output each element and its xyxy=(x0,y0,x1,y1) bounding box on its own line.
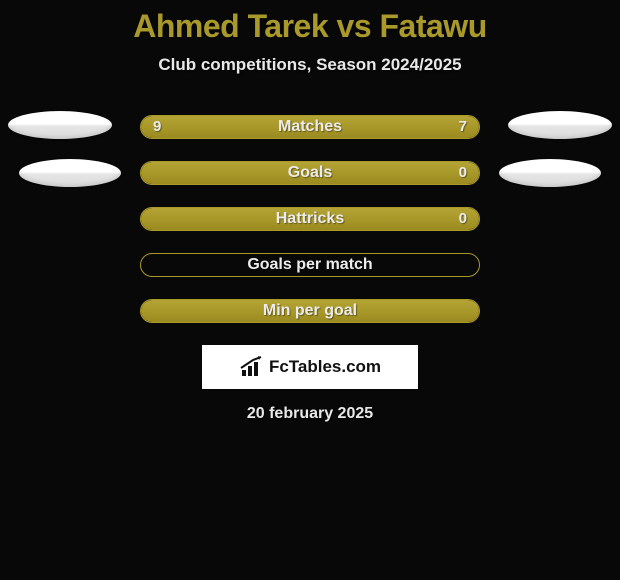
stat-right-value: 0 xyxy=(459,208,467,230)
player-left-balloon xyxy=(8,111,112,139)
player-left-balloon xyxy=(19,159,121,187)
stat-right-value: 7 xyxy=(459,116,467,138)
logo-text: FcTables.com xyxy=(269,357,381,377)
stat-bar-matches: 9 Matches 7 xyxy=(140,115,480,139)
stat-row-hattricks: Hattricks 0 xyxy=(0,207,620,235)
stat-bar-hattricks: Hattricks 0 xyxy=(140,207,480,231)
stat-label: Hattricks xyxy=(141,208,479,230)
subtitle: Club competitions, Season 2024/2025 xyxy=(0,55,620,75)
stat-row-matches: 9 Matches 7 xyxy=(0,115,620,143)
stat-label: Goals xyxy=(141,162,479,184)
stats-area: 9 Matches 7 Goals 0 Hattricks 0 xyxy=(0,115,620,327)
stat-right-value: 0 xyxy=(459,162,467,184)
player-right-balloon xyxy=(508,111,612,139)
stat-row-min-per-goal: Min per goal xyxy=(0,299,620,327)
stat-row-goals-per-match: Goals per match xyxy=(0,253,620,281)
stat-row-goals: Goals 0 xyxy=(0,161,620,189)
stat-bar-goals-per-match: Goals per match xyxy=(140,253,480,277)
stat-label: Min per goal xyxy=(141,300,479,322)
player-right-balloon xyxy=(499,159,601,187)
date-text: 20 february 2025 xyxy=(0,405,620,423)
logo-chart-icon xyxy=(239,356,265,378)
stat-label: Matches xyxy=(141,116,479,138)
logo-box: FcTables.com xyxy=(202,345,418,389)
page-title: Ahmed Tarek vs Fatawu xyxy=(0,8,620,45)
stat-label: Goals per match xyxy=(141,254,479,276)
stat-bar-min-per-goal: Min per goal xyxy=(140,299,480,323)
stat-bar-goals: Goals 0 xyxy=(140,161,480,185)
